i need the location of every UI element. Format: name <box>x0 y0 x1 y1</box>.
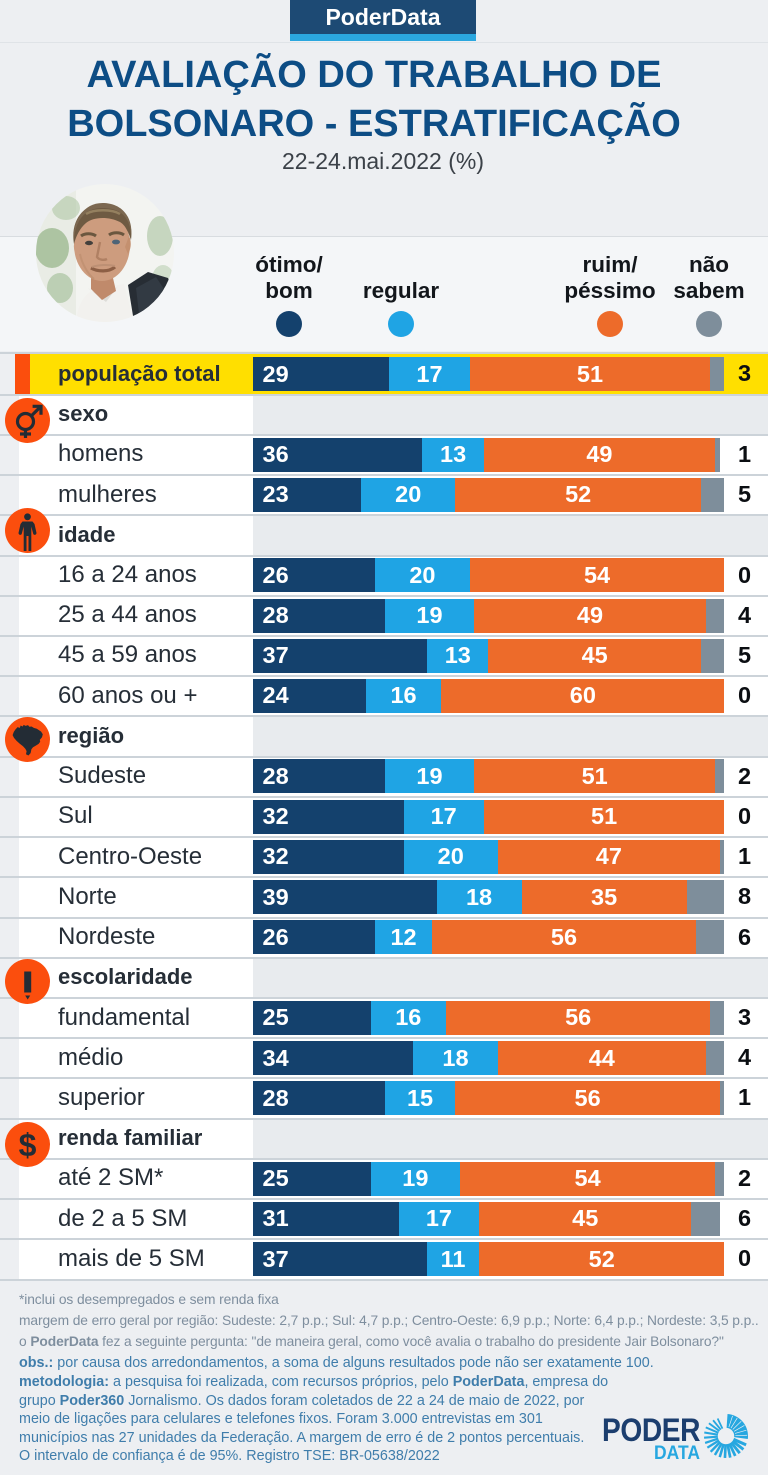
svg-text:$: $ <box>19 1127 37 1163</box>
